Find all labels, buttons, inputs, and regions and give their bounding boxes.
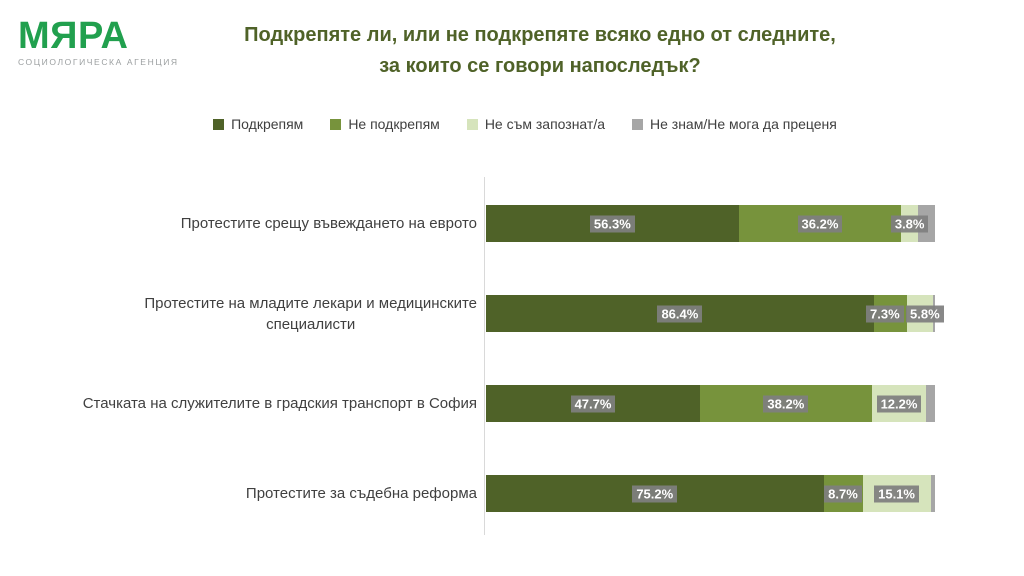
bar-row: 47.7% 38.2% 12.2% bbox=[486, 385, 935, 422]
legend-item-not-familiar: Не съм запознат/а bbox=[466, 116, 605, 132]
legend-label: Не съм запознат/а bbox=[484, 116, 605, 132]
bar-segment-value: 3.8% bbox=[890, 215, 929, 232]
category-axis-line bbox=[484, 177, 485, 535]
legend-swatch-icon bbox=[330, 118, 342, 130]
bar-segment-value: 15.1% bbox=[874, 485, 919, 502]
legend-swatch-icon bbox=[213, 118, 225, 130]
bar-segment-value: 47.7% bbox=[570, 395, 616, 412]
legend-label: Подкрепям bbox=[231, 116, 304, 132]
category-label-cell: Протестите за съдебна реформа bbox=[30, 475, 477, 512]
category-label-cell: Протестите срещу въвеждането на еврото bbox=[30, 205, 477, 242]
bar-segment-dont-know bbox=[930, 475, 935, 512]
bar-segment-value: 75.2% bbox=[632, 485, 678, 502]
category-label: Протестите срещу въвеждането на еврото bbox=[180, 215, 477, 232]
category-label: Протестите за съдебна реформа bbox=[245, 485, 477, 502]
category-label: Протестите на младите лекари и медицинск… bbox=[144, 294, 477, 333]
bar-segment-value: 56.3% bbox=[589, 215, 635, 232]
chart-title: Подкрепяте ли, или не подкрепяте всяко е… bbox=[244, 24, 836, 77]
legend-label: Не подкрепям bbox=[348, 116, 440, 132]
legend-swatch-icon bbox=[632, 118, 643, 130]
legend-label: Не знам/Не мога да преценя bbox=[650, 116, 837, 132]
category-label: Стачката на служителите в градския транс… bbox=[82, 395, 477, 412]
legend-item-support: Подкрепям bbox=[213, 116, 303, 132]
bar-segment-value: 36.2% bbox=[797, 215, 843, 232]
logo-wordmark: МЯРА bbox=[18, 15, 129, 57]
legend-swatch-icon bbox=[466, 118, 478, 130]
bar-segment-value: 7.3% bbox=[866, 305, 904, 322]
bar-segment-value: 38.2% bbox=[763, 395, 809, 412]
bar-row: 86.4% 7.3% 5.8% bbox=[486, 295, 944, 332]
category-label-cell: Стачката на служителите в градския транс… bbox=[30, 385, 477, 422]
bar-segment-value: 86.4% bbox=[657, 305, 703, 322]
bar-segment-value: 12.2% bbox=[876, 395, 922, 412]
bar-segment-value: 5.8% bbox=[906, 305, 944, 322]
bar-row: 56.3% 36.2% 3.8% bbox=[486, 205, 935, 242]
logo-subtitle: СОЦИОЛОГИЧЕСКА АГЕНЦИЯ bbox=[18, 57, 179, 67]
bar-segment-dont-know bbox=[926, 385, 935, 422]
chart-legend: Подкрепям Не подкрепям Не съм запознат/а Не… bbox=[20, 112, 1024, 136]
bar-row: 75.2% 8.7% 15.1% bbox=[486, 475, 935, 512]
bar-segment-value: 8.7% bbox=[824, 485, 862, 502]
legend-item-not-support: Не подкрепям bbox=[330, 116, 440, 132]
legend-item-dont-know: Не знам/Не мога да преценя bbox=[632, 116, 837, 132]
agency-logo: МЯРА СОЦИОЛОГИЧЕСКА АГЕНЦИЯ bbox=[18, 16, 179, 67]
category-label-cell: Протестите на младите лекари и медицинск… bbox=[30, 294, 477, 333]
